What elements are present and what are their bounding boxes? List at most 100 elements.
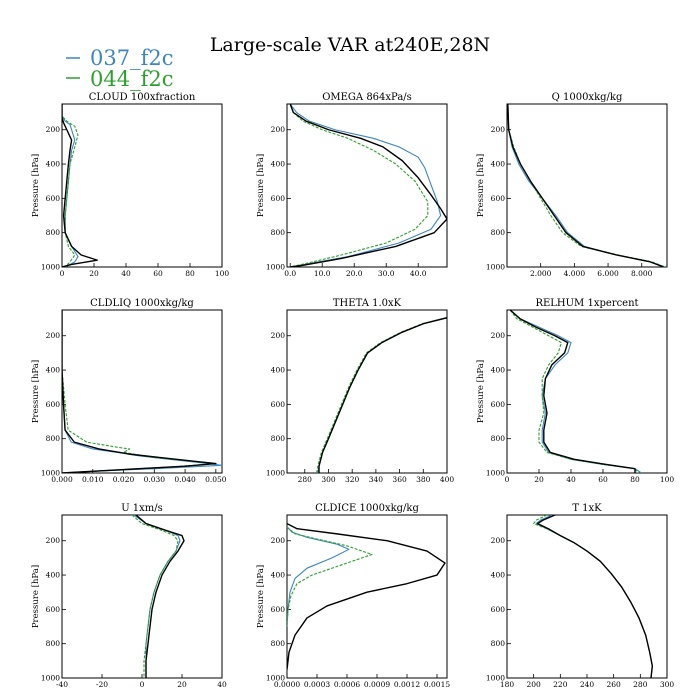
x-tick-label: 0.0015 — [424, 680, 450, 689]
x-tick-label: -40 — [56, 680, 68, 689]
panel-1: CLOUD 100xfraction 0 20 40 60 80 100 200 400 600 8… — [31, 92, 229, 278]
x-tick-label: 380 — [416, 475, 431, 484]
y-tick-label: 800 — [271, 434, 286, 443]
y-tick-label: 400 — [491, 571, 506, 580]
x-tick-label: 60 — [153, 269, 163, 278]
y-tick-label: 800 — [271, 228, 286, 237]
x-tick-label: 20.0 — [346, 269, 363, 278]
y-tick-label: 800 — [271, 639, 286, 648]
panel-5: THETA 1.0xK 280 300 320 340 360 380 400 200 400 60… — [266, 298, 454, 484]
x-tick-label: 320 — [345, 475, 360, 484]
y-tick-label: 600 — [271, 605, 286, 614]
legend: 037_f2c 044_f2c — [66, 46, 173, 91]
y-tick-label: 200 — [46, 536, 61, 545]
series-line-1 — [289, 104, 442, 267]
y-tick-label: 1000 — [486, 469, 505, 478]
x-tick-label: 40 — [566, 475, 576, 484]
y-tick-label: 800 — [491, 434, 506, 443]
x-tick-label: 40.0 — [410, 269, 427, 278]
x-tick-label: 200 — [527, 680, 542, 689]
y-tick-label: 1000 — [486, 674, 505, 683]
y-tick-label: 200 — [271, 125, 286, 134]
y-axis-label: Pressure [hPa] — [31, 154, 41, 217]
y-tick-label: 600 — [491, 605, 506, 614]
series-line-2 — [287, 526, 373, 627]
y-tick-label: 1000 — [41, 469, 60, 478]
panel-3: Q 1000xkg/kg 2.000 4.000 6.000 8.000 200 400 60… — [476, 92, 668, 278]
x-tick-label: 20 — [534, 475, 544, 484]
plot-frame — [506, 309, 668, 474]
series-line-3 — [287, 522, 446, 670]
y-tick-label: 200 — [491, 125, 506, 134]
x-tick-label: 280 — [633, 680, 648, 689]
x-tick-label: 220 — [553, 680, 568, 689]
series-line-3 — [62, 310, 217, 473]
x-tick-label: 30.0 — [378, 269, 395, 278]
x-tick-label: 80 — [630, 475, 640, 484]
x-tick-label: 8.000 — [631, 269, 653, 278]
panel-8: CLDICE 1000xkg/kg 0.0000 0.0003 0.0006 0.000… — [256, 503, 450, 689]
series-line-1 — [317, 317, 447, 473]
series-line-1 — [535, 515, 653, 678]
panel-4: CLDLIQ 1000xkg/kg 0.000 0.010 0.020 0.030 0.0… — [31, 298, 227, 484]
panel-title: CLDICE 1000xkg/kg — [315, 503, 419, 514]
series-line-1 — [287, 526, 350, 627]
series-line-2 — [131, 515, 179, 678]
y-tick-label: 400 — [46, 366, 61, 375]
x-tick-label: 100 — [215, 269, 230, 278]
series-line-1 — [62, 310, 222, 473]
series-line-2 — [509, 310, 639, 473]
panel-title: OMEGA 864xPa/s — [322, 92, 412, 103]
y-tick-label: 200 — [491, 536, 506, 545]
plot-frame — [61, 514, 223, 679]
y-tick-label: 1000 — [41, 674, 60, 683]
panel-6: RELHUM 1xpercent 0 20 40 60 80 100 200 400 600 800… — [476, 298, 674, 484]
x-tick-label: 0.0012 — [394, 680, 420, 689]
y-tick-label: 400 — [271, 366, 286, 375]
y-tick-label: 1000 — [266, 469, 285, 478]
y-tick-label: 400 — [491, 366, 506, 375]
x-tick-label: 260 — [607, 680, 622, 689]
x-tick-label: 280 — [298, 475, 313, 484]
series-line-1 — [133, 515, 181, 678]
series-line-2 — [62, 310, 217, 473]
x-tick-label: 20 — [89, 269, 99, 278]
y-tick-label: 600 — [46, 194, 61, 203]
x-tick-label: 0 — [505, 475, 510, 484]
series-line-3 — [135, 515, 185, 678]
x-tick-label: 2.000 — [530, 269, 552, 278]
series-line-2 — [289, 104, 429, 267]
y-tick-label: 200 — [46, 125, 61, 134]
x-tick-label: 0.010 — [82, 475, 104, 484]
y-tick-label: 1000 — [486, 263, 505, 272]
y-tick-label: 800 — [46, 434, 61, 443]
series-line-2 — [533, 515, 653, 678]
y-axis-label: Pressure [hPa] — [256, 565, 266, 628]
y-tick-label: 1000 — [266, 674, 285, 683]
x-tick-label: 60 — [598, 475, 608, 484]
panel-2: OMEGA 864xPa/s 0.0 10.0 20.0 30.0 40.0 200 400 6… — [256, 92, 448, 278]
x-tick-label: 80 — [185, 269, 195, 278]
x-tick-label: 340 — [369, 475, 384, 484]
y-tick-label: 400 — [271, 571, 286, 580]
series-line-1 — [507, 104, 666, 267]
panel-title: THETA 1.0xK — [333, 298, 402, 309]
series-line-3 — [62, 104, 98, 267]
panel-title: CLDLIQ 1000xkg/kg — [90, 298, 194, 309]
y-tick-label: 200 — [491, 331, 506, 340]
y-tick-label: 800 — [46, 228, 61, 237]
y-tick-label: 600 — [271, 400, 286, 409]
x-tick-label: 360 — [392, 475, 407, 484]
x-tick-label: 0 — [140, 680, 145, 689]
panel-9: T 1xK 180 200 220 240 260 280 300 200 400 600 800 10… — [486, 503, 674, 689]
x-tick-label: 0.0 — [284, 269, 296, 278]
y-axis-label: Pressure [hPa] — [31, 360, 41, 423]
x-tick-label: 10.0 — [314, 269, 331, 278]
x-tick-label: 0.0009 — [364, 680, 390, 689]
y-axis-label: Pressure [hPa] — [476, 154, 486, 217]
x-tick-label: 20 — [177, 680, 187, 689]
y-tick-label: 600 — [271, 194, 286, 203]
panel-title: RELHUM 1xpercent — [535, 298, 638, 309]
x-tick-label: 0.0003 — [304, 680, 330, 689]
